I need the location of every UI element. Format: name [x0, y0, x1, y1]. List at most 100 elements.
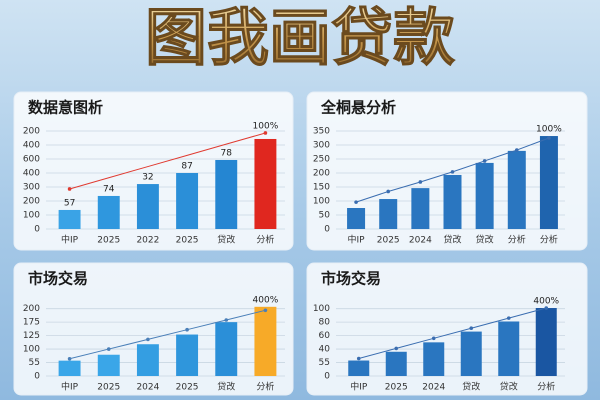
y-tick-label: 0: [34, 372, 40, 382]
trend-line: [358, 307, 547, 359]
bar: [385, 351, 407, 376]
panel-title: 市场交易: [321, 270, 381, 288]
bar: [215, 322, 238, 376]
bar: [423, 342, 445, 376]
x-tick-label: 2025: [385, 383, 408, 393]
bar: [475, 162, 494, 229]
x-tick-label: 中IP: [61, 234, 79, 246]
bar: [58, 360, 81, 376]
y-tick-label: 400: [23, 169, 40, 179]
x-tick-label: 贷改: [217, 381, 235, 393]
y-tick-label: 100: [313, 304, 330, 314]
y-tick-label: 200: [313, 169, 330, 179]
trend-line: [69, 309, 266, 360]
y-tick-label: 400: [23, 141, 40, 151]
trend-marker: [386, 189, 391, 194]
bar: [254, 306, 277, 376]
x-tick-label: 分析: [537, 381, 555, 393]
x-tick-label: 中IP: [350, 381, 368, 393]
bar: [347, 208, 366, 229]
x-tick-label: 2025: [176, 236, 199, 246]
y-tick-label: 100: [313, 197, 330, 207]
trend-marker: [547, 136, 551, 140]
data-label: 78: [221, 148, 233, 158]
data-label: 100%: [536, 125, 562, 135]
x-tick-label: 2025: [97, 383, 120, 393]
y-tick-label: 0: [34, 225, 40, 235]
y-tick-label: 200: [23, 127, 40, 137]
y-tick-label: 0: [324, 225, 330, 235]
x-tick-label: 2024: [409, 236, 432, 246]
x-tick-label: 2024: [136, 383, 159, 393]
bar: [136, 184, 159, 229]
x-tick-label: 中IP: [61, 381, 79, 393]
bar: [535, 308, 557, 376]
trend-marker: [354, 200, 358, 204]
y-tick-label: 0: [324, 372, 330, 382]
x-tick-label: 2025: [97, 236, 120, 246]
trend-marker: [146, 337, 150, 342]
y-tick-label: 40: [319, 345, 331, 355]
data-label: 400%: [533, 297, 559, 307]
bar: [97, 195, 120, 229]
y-tick-label: 600: [23, 155, 40, 165]
y-tick-label: 175: [23, 318, 40, 328]
y-tick-label: 125: [23, 331, 40, 341]
y-tick-label: 300: [23, 183, 40, 193]
bar: [97, 354, 120, 376]
bar: [176, 334, 199, 376]
y-tick-label: 350: [313, 127, 330, 137]
trend-line: [69, 132, 266, 190]
y-tick-label: 200: [23, 197, 40, 207]
bar: [215, 159, 238, 229]
trend-marker: [394, 346, 399, 351]
x-tick-label: 中IP: [348, 234, 366, 246]
x-tick-label: 2024: [422, 383, 445, 393]
x-tick-label: 贷改: [217, 234, 235, 246]
y-tick-label: 150: [313, 183, 330, 193]
data-label: 74: [103, 184, 115, 194]
data-label: 400%: [253, 295, 279, 305]
trend-marker: [106, 347, 111, 351]
bar: [136, 344, 159, 376]
y-tick-label: 100: [23, 211, 40, 221]
trend-marker: [67, 187, 72, 191]
x-tick-label: 分析: [508, 234, 526, 246]
x-tick-label: 2022: [136, 236, 159, 246]
panel-title: 市场交易: [28, 270, 88, 288]
data-label: 87: [181, 162, 192, 172]
bar: [254, 138, 277, 229]
x-tick-label: 贷改: [500, 381, 518, 393]
data-label: 57: [64, 198, 75, 208]
y-tick-label: 100: [23, 345, 40, 355]
bar: [498, 321, 520, 376]
x-tick-label: 贷改: [443, 234, 461, 246]
y-tick-label: 200: [23, 304, 40, 314]
x-tick-label: 2025: [176, 383, 199, 393]
bar: [507, 150, 526, 229]
panel-title: 数据意图析: [28, 99, 103, 117]
trend-marker: [506, 316, 511, 320]
x-tick-label: 贷改: [462, 381, 480, 393]
trend-marker: [263, 308, 268, 313]
bar: [539, 136, 558, 229]
bar: [460, 331, 482, 376]
bar: [348, 360, 370, 376]
data-label: 32: [142, 173, 153, 183]
x-tick-label: 贷改: [476, 234, 494, 246]
page-title: 图我画贷款: [145, 1, 455, 74]
trend-marker: [418, 180, 423, 184]
trend-marker: [544, 306, 549, 310]
bar: [58, 209, 81, 229]
x-tick-label: 2025: [377, 236, 400, 246]
bar: [443, 174, 462, 229]
x-tick-label: 分析: [256, 381, 274, 393]
x-tick-label: 分析: [256, 234, 274, 246]
trend-marker: [263, 131, 268, 135]
trend-marker: [224, 318, 229, 322]
trend-marker: [469, 326, 474, 331]
trend-marker: [356, 356, 361, 361]
trend-marker: [185, 327, 189, 332]
